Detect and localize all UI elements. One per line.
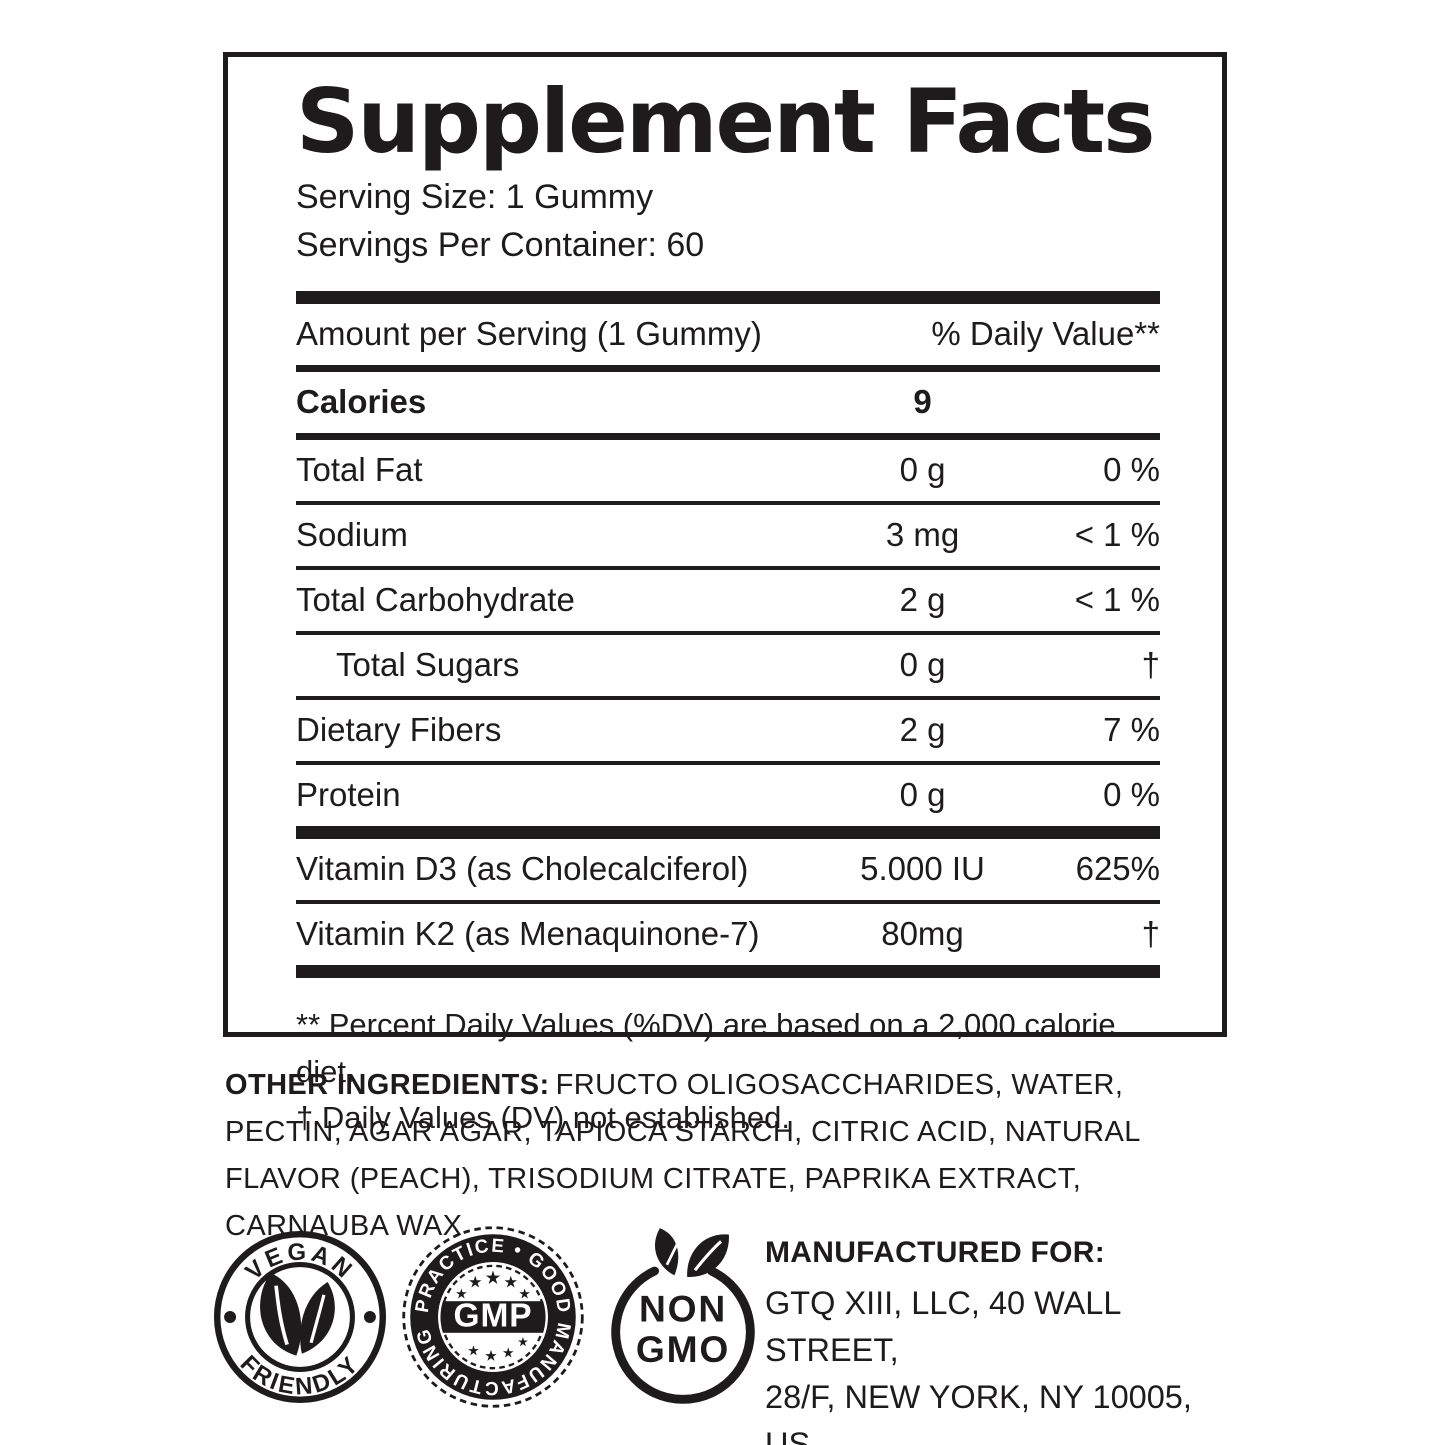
- row-dv: 0 %: [1103, 451, 1160, 489]
- address-line-1: GTQ XIII, LLC, 40 WALL STREET,: [765, 1285, 1121, 1369]
- row-amount: 9: [913, 383, 932, 421]
- leaf-icon: [655, 1228, 729, 1277]
- vegan-friendly-badge: VEGAN FRIENDLY: [213, 1230, 387, 1404]
- table-row: Total Carbohydrate 2 g < 1 %: [296, 570, 1160, 631]
- row-dv: 7 %: [1103, 711, 1160, 749]
- other-ingredients-label: OTHER INGREDIENTS:: [225, 1069, 550, 1101]
- leaf-icon: [260, 1272, 335, 1356]
- row-dv: †: [1141, 915, 1160, 953]
- table-row: Total Fat 0 g 0 %: [296, 440, 1160, 501]
- table-top-bar: [296, 291, 1160, 305]
- row-name: Calories: [296, 383, 427, 421]
- panel-title: Supplement Facts: [296, 70, 1156, 173]
- row-name: Total Carbohydrate: [296, 581, 575, 619]
- serving-size: Serving Size: 1 Gummy: [296, 177, 654, 216]
- non-gmo-badge: NON GMO: [611, 1228, 755, 1404]
- row-dv: < 1 %: [1074, 581, 1160, 619]
- dot-icon: [363, 1311, 376, 1323]
- header-amount-label: Amount per Serving (1 Gummy): [296, 315, 762, 353]
- header-dv-label: % Daily Value**: [931, 315, 1160, 353]
- svg-text:FRIENDLY: FRIENDLY: [235, 1350, 366, 1400]
- row-amount: 0 g: [899, 646, 946, 684]
- row-amount: 5.000 IU: [860, 850, 985, 888]
- table-row: Protein 0 g 0 %: [296, 765, 1160, 826]
- divider: [296, 433, 1160, 441]
- row-dv: 625%: [1075, 850, 1160, 888]
- row-dv: †: [1141, 646, 1160, 684]
- row-name: Vitamin D3 (as Cholecalciferol): [296, 850, 749, 888]
- divider: [296, 761, 1160, 766]
- row-name: Sodium: [296, 516, 408, 554]
- non-gmo-line1: NON: [639, 1287, 727, 1329]
- footnote-dv: ** Percent Daily Values (%DV) are based …: [296, 1007, 1116, 1089]
- certification-badges: VEGAN FRIENDLY PRACTI: [208, 1224, 772, 1410]
- servings-per-container: Servings Per Container: 60: [296, 226, 705, 265]
- row-name: Protein: [296, 776, 401, 814]
- row-amount: 2 g: [899, 581, 946, 619]
- row-amount: 2 g: [899, 711, 946, 749]
- row-dv: < 1 %: [1074, 516, 1160, 554]
- row-amount: 80mg: [881, 915, 964, 953]
- divider: [296, 696, 1160, 701]
- row-name: Total Sugars: [336, 646, 520, 684]
- table-row: Dietary Fibers 2 g 7 %: [296, 700, 1160, 761]
- address-line-2: 28/F, NEW YORK, NY 10005, US: [765, 1379, 1192, 1445]
- divider: [296, 501, 1160, 506]
- row-name: Dietary Fibers: [296, 711, 502, 749]
- row-amount: 3 mg: [885, 516, 960, 554]
- manufactured-for-label: MANUFACTURED FOR:: [765, 1236, 1106, 1269]
- divider: [296, 900, 1160, 905]
- section-bar: [296, 826, 1160, 840]
- divider: [296, 566, 1160, 571]
- non-gmo-line2: GMO: [636, 1328, 730, 1370]
- dot-icon: [224, 1311, 237, 1323]
- footnote-dagger: † Daily Values (DV) not established.: [296, 1100, 790, 1136]
- row-name: Vitamin K2 (as Menaquinone-7): [296, 915, 760, 953]
- section-bar: [296, 965, 1160, 979]
- manufacturer-info: MANUFACTURED FOR: GTQ XIII, LLC, 40 WALL…: [765, 1236, 1245, 1445]
- gmp-badge: PRACTICE • GOOD MANUFACTURING GMP: [402, 1226, 584, 1408]
- divider: [296, 365, 1160, 373]
- row-name: Total Fat: [296, 451, 423, 489]
- calories-row: Calories 9: [296, 372, 1160, 433]
- friendly-arc-text: FRIENDLY: [235, 1350, 363, 1400]
- gmp-center-text: GMP: [453, 1297, 532, 1334]
- row-dv: 0 %: [1103, 776, 1160, 814]
- footnotes: ** Percent Daily Values (%DV) are based …: [296, 1002, 1160, 1142]
- table-header-row: Amount per Serving (1 Gummy) % Daily Val…: [296, 304, 1160, 365]
- other-ingredients-text: FRUCTO OLIGOSACCHARIDES, WATER, PECTIN, …: [225, 1069, 1140, 1242]
- row-amount: 0 g: [899, 776, 946, 814]
- table-row: Total Sugars 0 g †: [296, 635, 1160, 696]
- divider: [296, 631, 1160, 636]
- table-row: Sodium 3 mg < 1 %: [296, 505, 1160, 566]
- vitamin-row: Vitamin K2 (as Menaquinone-7) 80mg †: [296, 904, 1160, 965]
- vitamin-row: Vitamin D3 (as Cholecalciferol) 5.000 IU…: [296, 839, 1160, 900]
- supplement-facts-panel: Supplement Facts Serving Size: 1 Gummy S…: [223, 52, 1227, 1135]
- other-ingredients: OTHER INGREDIENTS: FRUCTO OLIGOSACCHARIDE…: [225, 1062, 1229, 1250]
- row-amount: 0 g: [899, 451, 946, 489]
